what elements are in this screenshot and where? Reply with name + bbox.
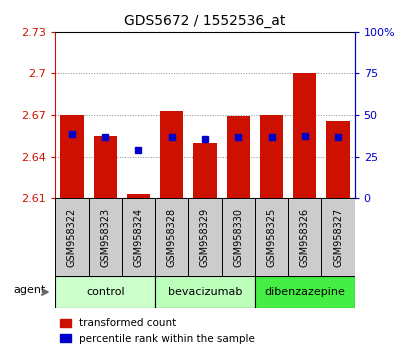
Bar: [321, 198, 354, 276]
Text: agent: agent: [14, 285, 46, 296]
Title: GDS5672 / 1552536_at: GDS5672 / 1552536_at: [124, 14, 285, 28]
Bar: [254, 276, 354, 308]
Text: GSM958322: GSM958322: [67, 207, 77, 267]
Text: GSM958325: GSM958325: [266, 207, 276, 267]
Text: GSM958323: GSM958323: [100, 207, 110, 267]
Text: GSM958328: GSM958328: [166, 207, 176, 267]
Bar: [160, 111, 183, 198]
Bar: [121, 198, 155, 276]
Bar: [254, 198, 288, 276]
Bar: [55, 276, 155, 308]
Bar: [326, 121, 349, 198]
Text: dibenzazepine: dibenzazepine: [264, 287, 344, 297]
Bar: [155, 276, 254, 308]
Bar: [126, 194, 150, 198]
Text: GSM958326: GSM958326: [299, 207, 309, 267]
Bar: [88, 198, 121, 276]
Text: GSM958329: GSM958329: [200, 207, 209, 267]
Bar: [93, 136, 117, 198]
Bar: [259, 115, 283, 198]
Bar: [155, 198, 188, 276]
Bar: [188, 198, 221, 276]
Bar: [55, 198, 88, 276]
Bar: [226, 116, 249, 198]
Bar: [221, 198, 254, 276]
Text: bevacizumab: bevacizumab: [167, 287, 242, 297]
Text: GSM958324: GSM958324: [133, 207, 143, 267]
Bar: [292, 74, 316, 198]
Text: GSM958330: GSM958330: [233, 208, 243, 267]
Bar: [193, 143, 216, 198]
Text: GSM958327: GSM958327: [332, 207, 342, 267]
Legend: transformed count, percentile rank within the sample: transformed count, percentile rank withi…: [56, 314, 258, 348]
Bar: [288, 198, 321, 276]
Text: control: control: [86, 287, 124, 297]
Bar: [60, 115, 83, 198]
